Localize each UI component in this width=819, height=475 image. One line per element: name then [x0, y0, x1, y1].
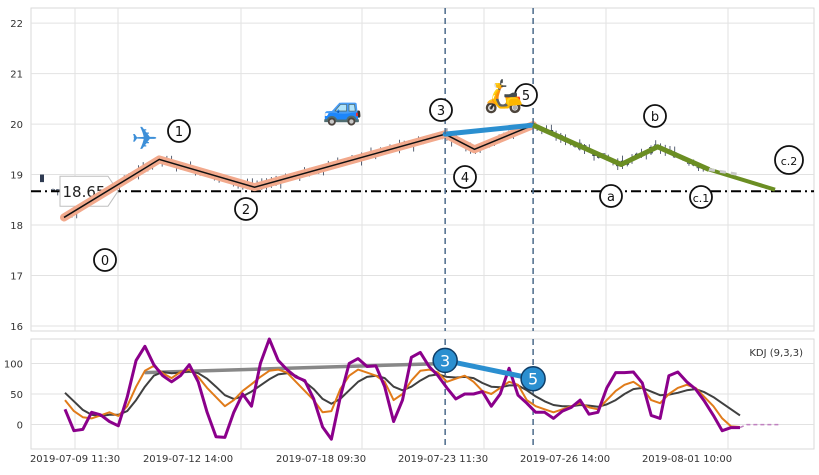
x-tick-label: 2019-07-23 11:30 — [398, 454, 488, 465]
kdj-series-j-projection — [739, 423, 780, 429]
wave-label-text: c.1 — [693, 192, 710, 205]
price-y-tick-label: 20 — [10, 120, 23, 131]
correction-wave-line — [532, 122, 711, 172]
kdj-series-d — [64, 370, 741, 417]
kdj-divergence-grey-line — [144, 361, 446, 375]
car-icon: 🚙 — [323, 89, 363, 127]
price-panel — [30, 7, 815, 332]
correction-projection-line — [708, 168, 741, 177]
kdj-series-j — [63, 337, 740, 441]
impulse-wave-line — [63, 124, 534, 219]
wave-label-circle — [453, 165, 477, 189]
kdj-marker-circle — [520, 365, 546, 392]
price-y-tick-label: 22 — [10, 19, 23, 30]
price-y-tick-label: 16 — [10, 322, 23, 333]
wave-label-text: 1 — [175, 125, 183, 140]
kdj-y-tick-label: 100 — [4, 359, 23, 370]
x-tick-label: 2019-07-09 11:30 — [30, 454, 120, 465]
wave-label-text: 2 — [242, 203, 250, 218]
wave-label-text: c.2 — [781, 155, 798, 168]
kdj-marker-circle — [432, 347, 458, 374]
wave-label-text: a — [607, 190, 615, 205]
wave-label-circle — [643, 104, 667, 128]
wave-label-text: 4 — [461, 171, 469, 186]
price-y-tick-label: 18 — [10, 221, 23, 232]
wave-label-circle — [429, 98, 453, 122]
wave-label-circle — [234, 197, 258, 221]
wave-label-circle — [93, 248, 117, 272]
scooter-icon: 🛵 — [484, 76, 524, 114]
wave-label-circle — [689, 185, 713, 209]
wave-label-circle — [167, 119, 191, 143]
candle-body — [51, 189, 55, 191]
price-level-callout — [59, 175, 119, 207]
kdj-y-tick-label: 50 — [10, 390, 23, 401]
x-tick-label: 2019-07-18 09:30 — [276, 454, 366, 465]
kdj-y-tick-label: 0 — [17, 421, 23, 432]
kdj-marker-text: 3 — [440, 351, 450, 370]
wave-label-text: 5 — [522, 89, 530, 104]
wave-label-text: b — [651, 110, 659, 125]
wave-label-circle — [774, 145, 804, 175]
x-tick-label: 2019-08-01 10:00 — [642, 454, 732, 465]
price-divergence-line — [442, 122, 536, 137]
correction-extension-line — [708, 167, 776, 192]
kdj-marker-text: 5 — [528, 370, 538, 389]
price-y-tick-label: 21 — [10, 70, 23, 81]
candle-body — [40, 174, 44, 183]
kdj-divergence-line — [444, 357, 534, 382]
airplane-icon: ✈ — [131, 119, 158, 157]
kdj-legend: KDJ (9,3,3) — [749, 348, 803, 359]
wave-label-circle — [599, 184, 623, 208]
wave-label-text: 0 — [101, 254, 109, 269]
wave-label-text: 3 — [437, 104, 445, 119]
price-y-tick-label: 17 — [10, 271, 23, 282]
x-tick-label: 2019-07-12 14:00 — [143, 454, 233, 465]
x-tick-label: 2019-07-26 14:00 — [520, 454, 610, 465]
price-y-tick-label: 19 — [10, 171, 23, 182]
wave-label-circle — [514, 83, 538, 107]
